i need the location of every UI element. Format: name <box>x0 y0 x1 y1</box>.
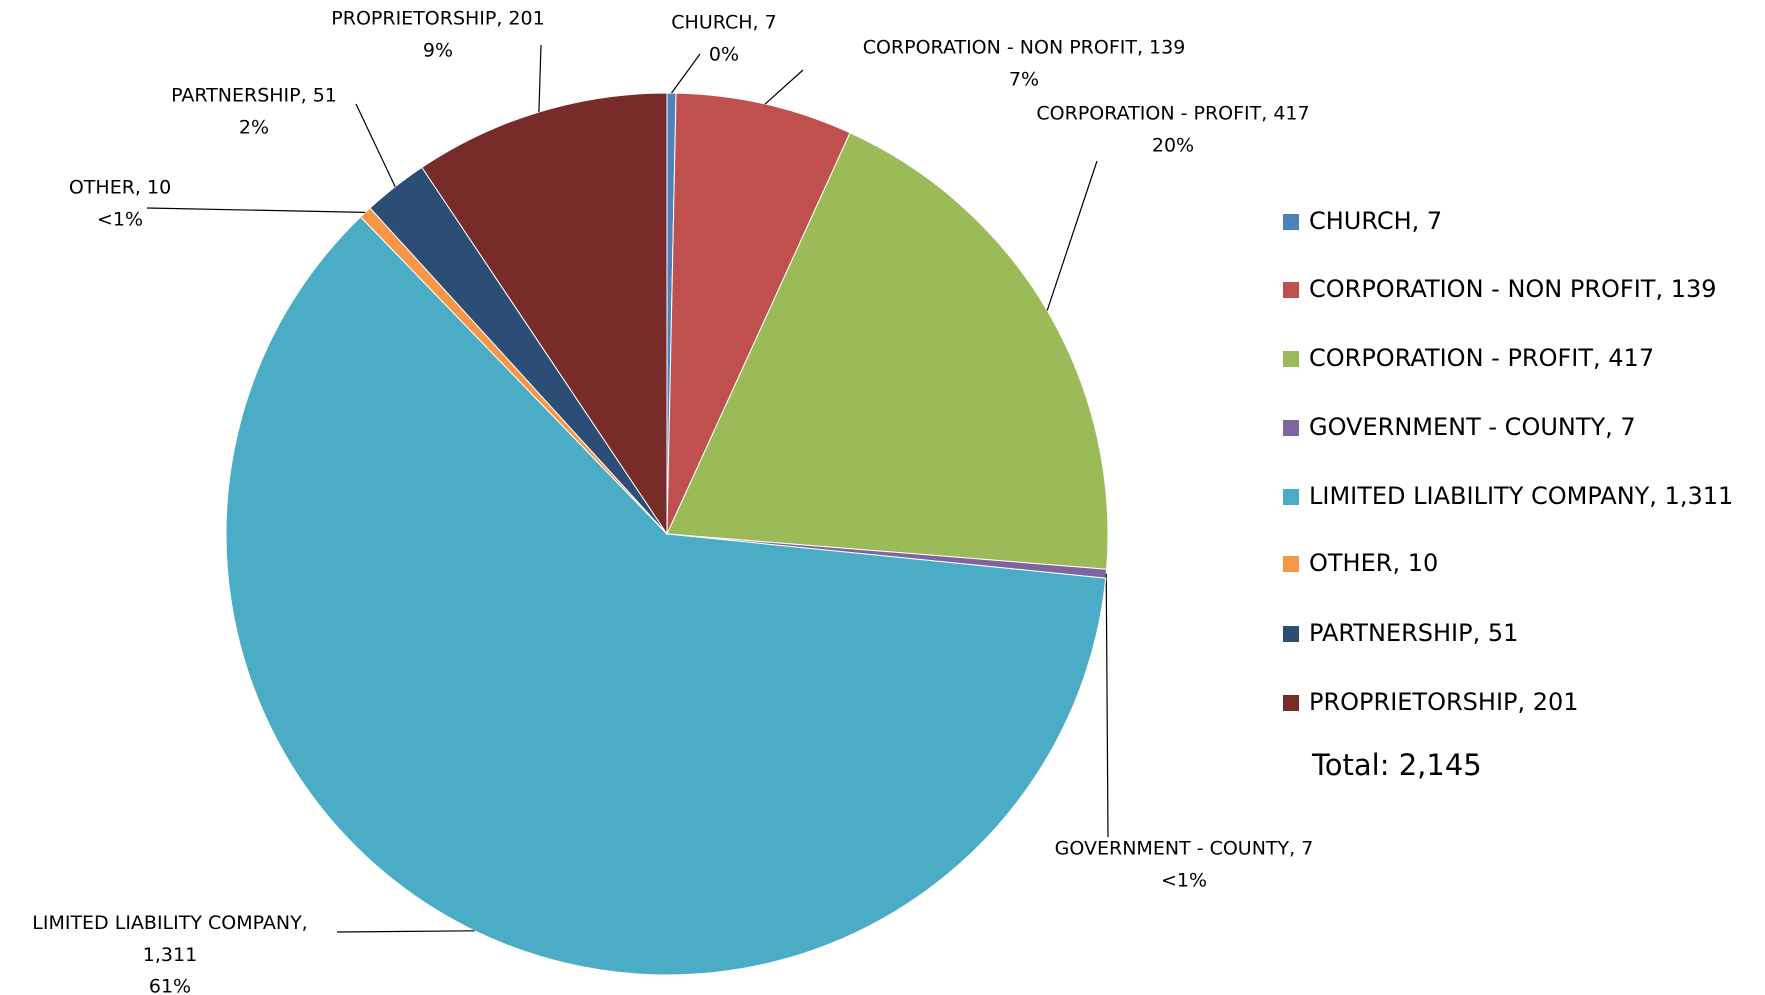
legend-swatch <box>1283 420 1299 436</box>
leader-line <box>764 69 804 105</box>
percent-label: <1% <box>97 209 143 231</box>
data-label: GOVERNMENT - COUNTY, 7 <box>1055 838 1314 860</box>
percent-label: <1% <box>1161 870 1207 892</box>
leader-line <box>671 53 701 94</box>
data-label: CORPORATION - PROFIT, 417 <box>1036 103 1309 125</box>
legend-label: CORPORATION - NON PROFIT, 139 <box>1309 275 1717 303</box>
legend-swatch <box>1283 282 1299 298</box>
legend-swatch <box>1283 556 1299 572</box>
percent-label: 7% <box>1009 69 1039 91</box>
legend-swatch <box>1283 351 1299 367</box>
data-label: PARTNERSHIP, 51 <box>171 85 337 107</box>
pie-slice <box>666 92 851 535</box>
pie-slice <box>225 216 1107 976</box>
total-label: Total: 2,145 <box>1311 748 1482 782</box>
data-label: CHURCH, 7 <box>671 12 776 34</box>
leader-line <box>336 930 475 933</box>
data-label: OTHER, 10 <box>69 177 171 199</box>
legend-swatch <box>1283 695 1299 711</box>
pie-slice <box>666 132 1109 570</box>
legend-label: PROPRIETORSHIP, 201 <box>1309 688 1579 716</box>
leader-line <box>146 207 366 213</box>
legend-label: PARTNERSHIP, 51 <box>1309 619 1518 647</box>
legend-swatch <box>1283 489 1299 505</box>
leader-line <box>355 103 396 187</box>
leader-line <box>1046 160 1098 311</box>
legend-label: OTHER, 10 <box>1309 549 1438 577</box>
data-label: PROPRIETORSHIP, 201 <box>331 8 544 30</box>
legend-swatch <box>1283 214 1299 230</box>
legend-label: LIMITED LIABILITY COMPANY, 1,311 <box>1309 482 1733 510</box>
percent-label: 61% <box>149 976 191 995</box>
leader-line <box>1105 573 1109 838</box>
percent-label: 0% <box>709 44 739 66</box>
data-label: CORPORATION - NON PROFIT, 139 <box>863 37 1186 59</box>
data-label: LIMITED LIABILITY COMPANY, 1,311 <box>32 912 307 966</box>
percent-label: 2% <box>239 117 269 139</box>
pie-slice <box>421 92 668 536</box>
leader-line <box>538 44 542 113</box>
legend-label: CORPORATION - PROFIT, 417 <box>1309 344 1654 372</box>
legend-label: CHURCH, 7 <box>1309 207 1442 235</box>
legend-label: GOVERNMENT - COUNTY, 7 <box>1309 413 1636 441</box>
legend-swatch <box>1283 626 1299 642</box>
percent-label: 20% <box>1152 135 1194 157</box>
percent-label: 9% <box>423 40 453 62</box>
